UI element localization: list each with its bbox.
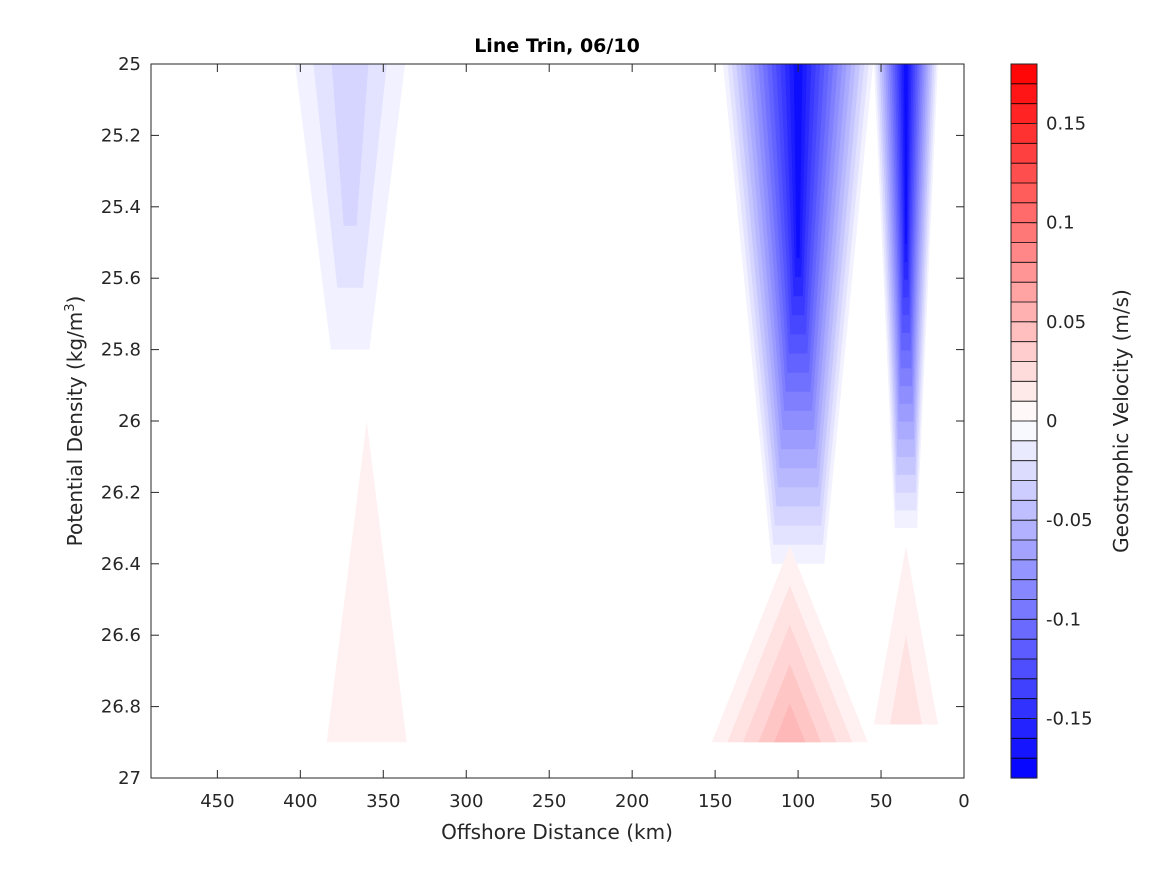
colorbar-level xyxy=(1011,678,1037,700)
y-tick-label: 26.8 xyxy=(101,697,141,718)
colorbar-level xyxy=(1011,599,1037,620)
colorbar-level xyxy=(1011,242,1037,263)
colorbar-level xyxy=(1011,639,1037,660)
y-tick-label: 26 xyxy=(118,411,141,432)
colorbar-level xyxy=(1011,559,1037,581)
y-tick-label: 25.2 xyxy=(101,125,141,146)
colorbar-tick-label: 0.1 xyxy=(1046,213,1075,234)
colorbar-level xyxy=(1011,202,1037,224)
y-axis-label-main: Potential Density (kg/m xyxy=(63,312,87,547)
colorbar-level xyxy=(1011,698,1037,720)
colorbar-level xyxy=(1011,321,1037,343)
colorbar-tick-label: 0.05 xyxy=(1046,312,1086,333)
colorbar-label: Geostrophic Velocity (m/s) xyxy=(1109,289,1133,553)
y-tick-label: 25 xyxy=(118,54,141,75)
colorbar-tick-label: 0 xyxy=(1046,411,1057,432)
colorbar-level xyxy=(1011,103,1037,125)
y-axis-label: Potential Density (kg/m3) xyxy=(63,296,87,547)
y-axis: 25 25.2 25.4 25.6 25.8 26 26.2 26.4 26.6 26.8 27 xyxy=(101,54,964,789)
contour-level xyxy=(331,64,369,226)
colorbar-level xyxy=(1011,619,1037,640)
x-tick-label: 250 xyxy=(532,791,566,812)
x-tick-label: 50 xyxy=(870,791,893,812)
colorbar-level xyxy=(1011,401,1037,422)
colorbar-tick-label: -0.1 xyxy=(1046,609,1081,630)
y-axis-label-superscript: 3 xyxy=(63,303,78,311)
x-tick-label: 350 xyxy=(366,791,400,812)
x-tick-label: 400 xyxy=(283,791,317,812)
colorbar-level xyxy=(1011,480,1037,501)
colorbar-level xyxy=(1011,738,1037,759)
contour-level xyxy=(889,635,922,725)
x-tick-label: 150 xyxy=(698,791,732,812)
colorbar-level xyxy=(1011,262,1037,283)
colorbar-level xyxy=(1011,163,1037,184)
contour-level xyxy=(326,421,407,743)
colorbar-level xyxy=(1011,302,1037,323)
contour-level xyxy=(793,64,803,259)
colorbar-level xyxy=(1011,282,1037,303)
colorbar-level xyxy=(1011,500,1037,521)
contour-level xyxy=(904,64,908,245)
y-tick-label: 26.2 xyxy=(101,482,141,503)
contour-level xyxy=(774,703,806,743)
x-tick-label: 450 xyxy=(200,791,234,812)
y-tick-label: 25.6 xyxy=(101,268,141,289)
plot-area: 450 400 350 300 250 200 150 100 50 0 2525.225.425… xyxy=(101,54,970,812)
colorbar-level xyxy=(1011,222,1037,244)
colorbar-level xyxy=(1011,440,1037,462)
x-tick-label: 0 xyxy=(958,791,969,812)
colorbar-tick-label: 0.15 xyxy=(1046,114,1086,135)
x-axis-label: Offshore Distance (km) xyxy=(441,820,673,844)
x-tick-label: 100 xyxy=(781,791,815,812)
y-axis-label-end: ) xyxy=(63,296,87,304)
colorbar-level xyxy=(1011,520,1037,541)
y-tick-label: 26.4 xyxy=(101,554,141,575)
colorbar-level xyxy=(1011,83,1037,105)
colorbar-tick-label: -0.15 xyxy=(1046,709,1093,730)
chart-title: Line Trin, 06/10 xyxy=(474,35,640,57)
contour-fill xyxy=(295,64,938,743)
colorbar-level xyxy=(1011,341,1037,363)
x-tick-label: 200 xyxy=(615,791,649,812)
colorbar-level xyxy=(1011,361,1037,382)
colorbar-level xyxy=(1011,718,1037,739)
y-tick-label: 25.8 xyxy=(101,340,141,361)
y-tick-label: 25.4 xyxy=(101,197,141,218)
colorbar-level xyxy=(1011,758,1037,779)
colorbar-level xyxy=(1011,123,1037,144)
colorbar-level xyxy=(1011,183,1037,204)
x-axis: 450 400 350 300 250 200 150 100 50 0 xyxy=(200,64,970,812)
colorbar-level xyxy=(1011,460,1037,482)
colorbar-tick-label: -0.05 xyxy=(1046,510,1093,531)
colorbar-level xyxy=(1011,143,1037,164)
colorbar: 0.15 0.1 0.05 0 -0.05 -0.1 -0.15 xyxy=(1010,63,1093,779)
colorbar-level xyxy=(1011,64,1037,85)
y-tick-label: 27 xyxy=(118,768,141,789)
colorbar-level xyxy=(1011,381,1037,402)
x-tick-label: 300 xyxy=(449,791,483,812)
colorbar-level xyxy=(1011,579,1037,601)
y-tick-label: 26.6 xyxy=(101,625,141,646)
colorbar-level xyxy=(1011,421,1037,442)
colorbar-level xyxy=(1011,659,1037,680)
colorbar-level xyxy=(1011,540,1037,561)
